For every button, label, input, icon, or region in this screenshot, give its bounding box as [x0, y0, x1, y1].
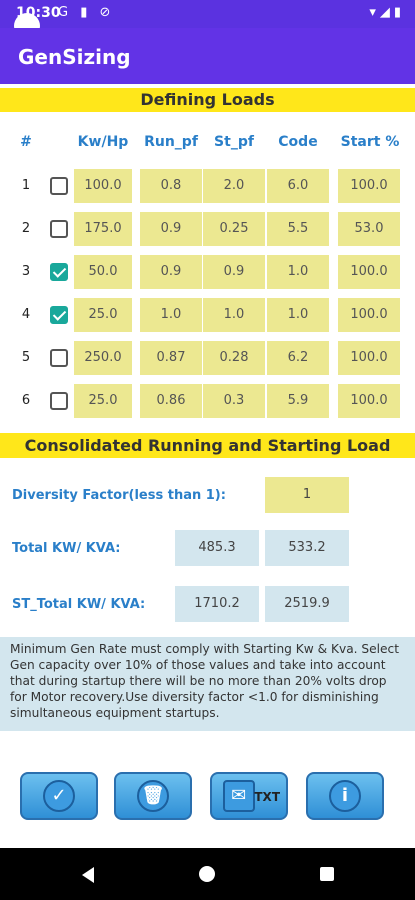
- cell-run-pf-6[interactable]: 0.86: [140, 384, 202, 418]
- cell-start-2[interactable]: 53.0: [338, 212, 400, 246]
- row-checkbox-3[interactable]: [50, 263, 68, 281]
- email-txt-button[interactable]: ✉ TXT: [210, 772, 288, 820]
- cell-st-pf-4[interactable]: 1.0: [203, 298, 265, 332]
- cell-run-pf-1[interactable]: 0.8: [140, 169, 202, 203]
- cell-code-6[interactable]: 5.9: [267, 384, 329, 418]
- cell-code-4[interactable]: 1.0: [267, 298, 329, 332]
- cell-code-5[interactable]: 6.2: [267, 341, 329, 375]
- status-icons: G ▮ ⊘: [58, 5, 115, 20]
- cell-kwhp-6[interactable]: 25.0: [74, 384, 132, 418]
- cell-code-2[interactable]: 5.5: [267, 212, 329, 246]
- cell-st-pf-6[interactable]: 0.3: [203, 384, 265, 418]
- total-kva-value: 533.2: [265, 530, 349, 566]
- info-button[interactable]: i: [306, 772, 384, 820]
- envelope-icon: ✉: [222, 780, 255, 812]
- cell-kwhp-3[interactable]: 50.0: [74, 255, 132, 289]
- header-kwhp: Kw/Hp: [77, 134, 129, 150]
- system-nav-bar: [0, 848, 415, 900]
- cell-run-pf-4[interactable]: 1.0: [140, 298, 202, 332]
- cell-st-pf-3[interactable]: 0.9: [203, 255, 265, 289]
- cell-kwhp-4[interactable]: 25.0: [74, 298, 132, 332]
- row-number: 2: [21, 221, 31, 236]
- header-run-pf: Run_pf: [144, 134, 198, 150]
- home-icon[interactable]: [199, 866, 215, 882]
- row-number: 5: [21, 350, 31, 365]
- cell-st-pf-1[interactable]: 2.0: [203, 169, 265, 203]
- row-number: 3: [21, 264, 31, 279]
- cell-code-3[interactable]: 1.0: [267, 255, 329, 289]
- back-icon[interactable]: [82, 867, 94, 883]
- cell-start-3[interactable]: 100.0: [338, 255, 400, 289]
- total-label: Total KW/ KVA:: [12, 541, 121, 556]
- cell-start-5[interactable]: 100.0: [338, 341, 400, 375]
- cell-start-1[interactable]: 100.0: [338, 169, 400, 203]
- section-title-loads: Defining Loads: [0, 88, 415, 112]
- trash-icon: 🗑: [137, 780, 169, 812]
- header-index: #: [20, 134, 32, 150]
- row-number: 6: [21, 393, 31, 408]
- system-icons: ▾◢▮: [369, 5, 405, 20]
- info-note: Minimum Gen Rate must comply with Starti…: [0, 637, 415, 731]
- email-txt-label: TXT: [254, 790, 280, 804]
- row-number: 1: [21, 178, 31, 193]
- st-total-label: ST_Total KW/ KVA:: [12, 597, 146, 612]
- cell-run-pf-5[interactable]: 0.87: [140, 341, 202, 375]
- recents-icon[interactable]: [320, 867, 334, 881]
- checklist-icon: ✓: [43, 780, 75, 812]
- cell-code-1[interactable]: 6.0: [267, 169, 329, 203]
- info-icon: i: [329, 780, 361, 812]
- header-code: Code: [278, 134, 318, 150]
- cell-kwhp-1[interactable]: 100.0: [74, 169, 132, 203]
- cell-start-4[interactable]: 100.0: [338, 298, 400, 332]
- app-bar: GenSizing: [0, 28, 415, 84]
- row-checkbox-5[interactable]: [50, 349, 68, 367]
- row-number: 4: [21, 307, 31, 322]
- row-checkbox-4[interactable]: [50, 306, 68, 324]
- calculate-button[interactable]: ✓: [20, 772, 98, 820]
- cell-run-pf-3[interactable]: 0.9: [140, 255, 202, 289]
- st-total-kw-value: 1710.2: [175, 586, 259, 622]
- header-st-pf: St_pf: [214, 134, 254, 150]
- cell-kwhp-5[interactable]: 250.0: [74, 341, 132, 375]
- st-total-kva-value: 2519.9: [265, 586, 349, 622]
- cell-kwhp-2[interactable]: 175.0: [74, 212, 132, 246]
- diversity-label: Diversity Factor(less than 1):: [12, 488, 226, 503]
- row-checkbox-1[interactable]: [50, 177, 68, 195]
- row-checkbox-6[interactable]: [50, 392, 68, 410]
- header-start: Start %: [340, 134, 400, 150]
- cell-start-6[interactable]: 100.0: [338, 384, 400, 418]
- cell-st-pf-2[interactable]: 0.25: [203, 212, 265, 246]
- status-bar: 10:30 G ▮ ⊘ ▾◢▮: [0, 0, 415, 28]
- app-title: GenSizing: [18, 45, 131, 69]
- section-title-consolidated: Consolidated Running and Starting Load: [0, 433, 415, 458]
- row-checkbox-2[interactable]: [50, 220, 68, 238]
- clear-button[interactable]: 🗑: [114, 772, 192, 820]
- diversity-input[interactable]: 1: [265, 477, 349, 513]
- cell-st-pf-5[interactable]: 0.28: [203, 341, 265, 375]
- total-kw-value: 485.3: [175, 530, 259, 566]
- cell-run-pf-2[interactable]: 0.9: [140, 212, 202, 246]
